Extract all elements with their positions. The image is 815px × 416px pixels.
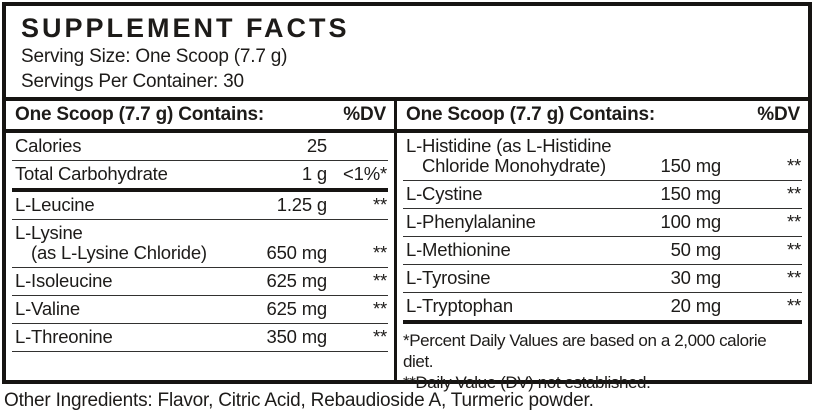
- serving-size: Serving Size: One Scoop (7.7 g): [21, 46, 288, 67]
- nutrient-dv: **: [787, 267, 801, 288]
- nutrient-dv: **: [373, 270, 387, 291]
- nutrient-row-l-methionine: L-Methionine 50 mg **: [403, 237, 802, 265]
- column-header-dv: %DV: [343, 104, 386, 125]
- nutrient-name-line1: L-Histidine (as L-Histidine: [406, 135, 612, 156]
- nutrient-row-l-leucine: L-Leucine 1.25 g **: [12, 192, 388, 220]
- nutrient-name: L-Isoleucine: [15, 270, 113, 291]
- nutrient-row-calories: Calories 25: [12, 133, 388, 161]
- nutrient-amount: 1.25 g: [276, 194, 327, 215]
- nutrient-row-l-histidine: L-Histidine (as L-Histidine Chloride Mon…: [403, 133, 802, 181]
- nutrient-name: L-Cystine: [406, 183, 483, 204]
- nutrient-name: L-Tryptophan: [406, 295, 513, 316]
- nutrient-name: L-Leucine: [15, 194, 95, 215]
- column-header-contains: One Scoop (7.7 g) Contains:: [406, 104, 656, 125]
- nutrient-name: L-Lysine (as L-Lysine Chloride): [15, 223, 235, 263]
- nutrient-amount: 150 mg: [660, 183, 721, 204]
- nutrient-dv: **: [787, 183, 801, 204]
- nutrient-amount: 650 mg: [266, 242, 327, 263]
- nutrient-row-l-isoleucine: L-Isoleucine 625 mg **: [12, 268, 388, 296]
- other-ingredients: Other Ingredients: Flavor, Citric Acid, …: [4, 390, 594, 411]
- footnotes: *Percent Daily Values are based on a 2,0…: [397, 324, 808, 397]
- nutrient-row-l-valine: L-Valine 625 mg **: [12, 296, 388, 324]
- nutrient-name: L-Tyrosine: [406, 267, 491, 288]
- nutrient-amount: 625 mg: [266, 298, 327, 319]
- nutrient-amount: 50 mg: [670, 239, 722, 260]
- nutrient-dv: <1%*: [343, 163, 387, 184]
- nutrient-row-total-carbohydrate: Total Carbohydrate 1 g <1%*: [12, 161, 388, 192]
- nutrient-name-line2: (as L-Lysine Chloride): [31, 242, 207, 263]
- nutrient-row-l-lysine: L-Lysine (as L-Lysine Chloride) 650 mg *…: [12, 220, 388, 268]
- nutrient-name: L-Phenylalanine: [406, 211, 536, 232]
- nutrient-amount: 1 g: [301, 163, 327, 184]
- servings-per-container: Servings Per Container: 30: [21, 71, 244, 92]
- facts-columns: One Scoop (7.7 g) Contains: %DV Calories…: [6, 97, 808, 392]
- facts-column-right: One Scoop (7.7 g) Contains: %DV L-Histid…: [397, 101, 808, 392]
- nutrient-name-line1: L-Lysine: [15, 222, 83, 243]
- nutrient-name: L-Threonine: [15, 326, 113, 347]
- nutrient-dv: **: [787, 155, 801, 176]
- nutrient-dv: **: [787, 211, 801, 232]
- footnote-dv-not-established: **Daily Value (DV) not established.: [403, 373, 651, 392]
- nutrient-row-l-tryptophan: L-Tryptophan 20 mg **: [403, 293, 802, 324]
- nutrient-dv: **: [373, 326, 387, 347]
- nutrient-amount: 350 mg: [266, 326, 327, 347]
- nutrient-amount: 25: [306, 135, 327, 156]
- nutrient-row-l-phenylalanine: L-Phenylalanine 100 mg **: [403, 209, 802, 237]
- nutrient-amount: 30 mg: [670, 267, 722, 288]
- nutrient-amount: 20 mg: [670, 295, 722, 316]
- nutrient-row-l-threonine: L-Threonine 350 mg **: [12, 324, 388, 352]
- nutrient-amount: 150 mg: [660, 155, 721, 176]
- column-header-contains: One Scoop (7.7 g) Contains:: [15, 104, 265, 125]
- nutrient-dv: **: [787, 239, 801, 260]
- nutrient-dv: **: [373, 242, 387, 263]
- nutrient-name: Calories: [15, 135, 82, 156]
- facts-column-left: One Scoop (7.7 g) Contains: %DV Calories…: [6, 101, 397, 380]
- nutrient-name: Total Carbohydrate: [15, 163, 168, 184]
- column-header-dv: %DV: [757, 104, 800, 125]
- panel-title: SUPPLEMENT FACTS: [21, 13, 350, 43]
- column-header: One Scoop (7.7 g) Contains: %DV: [6, 101, 394, 133]
- column-header: One Scoop (7.7 g) Contains: %DV: [397, 101, 808, 133]
- nutrient-dv: **: [787, 295, 801, 316]
- nutrient-dv: **: [373, 298, 387, 319]
- nutrient-amount: 100 mg: [660, 211, 721, 232]
- panel-header: SUPPLEMENT FACTS Serving Size: One Scoop…: [6, 6, 808, 97]
- nutrient-row-l-tyrosine: L-Tyrosine 30 mg **: [403, 265, 802, 293]
- nutrient-name: L-Methionine: [406, 239, 511, 260]
- nutrient-dv: **: [373, 194, 387, 215]
- nutrient-row-l-cystine: L-Cystine 150 mg **: [403, 181, 802, 209]
- nutrient-name: L-Valine: [15, 298, 80, 319]
- footnote-percent-dv: *Percent Daily Values are based on a 2,0…: [403, 331, 767, 371]
- nutrient-amount: 625 mg: [266, 270, 327, 291]
- nutrient-name: L-Histidine (as L-Histidine Chloride Mon…: [406, 136, 621, 176]
- facts-panel: SUPPLEMENT FACTS Serving Size: One Scoop…: [2, 2, 812, 392]
- nutrient-name-line2: Chloride Monohydrate): [422, 155, 606, 176]
